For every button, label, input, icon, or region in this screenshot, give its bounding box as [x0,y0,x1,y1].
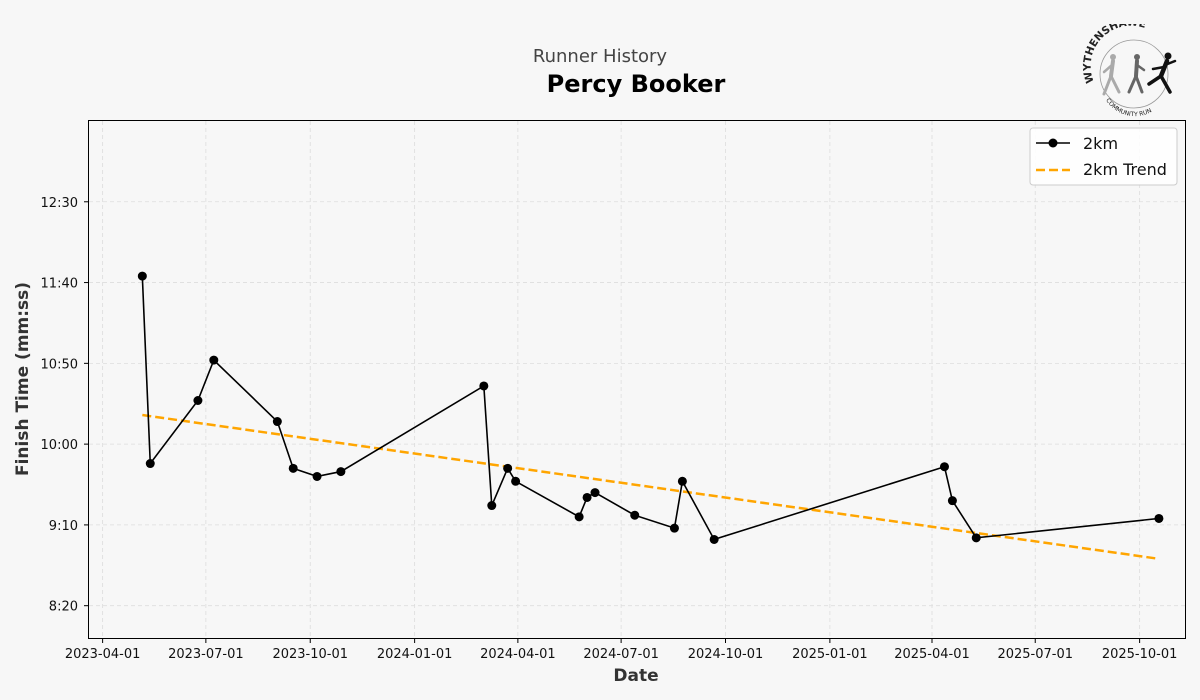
x-tick-label: 2023-10-01 [272,647,348,662]
series-line-2km [141,276,1159,541]
legend: 2km 2km Trend [1029,127,1178,186]
data-point [939,462,949,472]
data-point [582,492,592,502]
logo-ring [1099,39,1169,109]
runner-figure-light [1102,54,1121,96]
data-point [574,512,584,522]
data-point [630,510,640,520]
data-point [209,355,219,365]
data-point [709,534,719,544]
wythenshawe-logo: WYTHENSHAWE COMMUNITY RUN [1082,24,1177,118]
runner-figure-dark [1147,52,1177,94]
data-point [312,471,322,481]
x-tick-label: 2024-01-01 [377,647,453,662]
series-markers-2km [137,271,1164,544]
y-tick-label: 10:50 [41,357,78,372]
x-tick-label: 2025-07-01 [997,647,1073,662]
data-point [336,467,346,477]
data-point [669,523,679,533]
trend-line-2km [142,413,1160,561]
data-point [511,476,521,486]
y-axis-label: Finish Time (mm:ss) [13,282,33,476]
data-point [1154,513,1164,523]
x-tick-label: 2025-01-01 [792,647,868,662]
x-tick-label: 2023-07-01 [168,647,244,662]
data-point [503,463,513,473]
y-axis: 8:20 9:10 10:00 10:50 11:40 12:30 [41,196,89,615]
data-point [971,533,981,543]
x-tick-label: 2024-04-01 [480,647,556,662]
legend-label-2km: 2km [1083,134,1118,153]
legend-marker-2km [1048,138,1058,148]
data-point [487,501,497,511]
data-point [590,488,600,498]
x-axis-label: Date [613,666,658,686]
x-tick-label: 2024-07-01 [583,647,659,662]
chart-subtitle: Runner History [532,46,668,67]
data-point [288,463,298,473]
runner-figure-mid [1127,54,1146,94]
y-tick-label: 10:00 [41,438,78,453]
x-tick-label: 2025-04-01 [894,647,970,662]
gridlines [89,121,1185,638]
data-point [947,496,957,506]
x-axis: 2023-04-01 2023-07-01 2023-10-01 2024-01-01… [65,638,1178,662]
data-point [272,417,282,427]
x-tick-label: 2024-10-01 [688,647,764,662]
plot-area-frame [88,120,1186,639]
legend-label-trend: 2km Trend [1083,160,1167,179]
data-point [145,459,155,469]
x-tick-label: 2023-04-01 [65,647,141,662]
data-point [193,396,203,406]
y-tick-label: 12:30 [41,196,78,211]
data-point [137,271,147,281]
y-tick-label: 8:20 [49,600,78,615]
y-tick-label: 11:40 [41,277,78,292]
data-point [677,476,687,486]
y-tick-label: 9:10 [49,519,78,534]
data-point [479,381,489,391]
chart-title: Percy Booker [546,70,726,98]
x-tick-label: 2025-10-01 [1102,647,1178,662]
